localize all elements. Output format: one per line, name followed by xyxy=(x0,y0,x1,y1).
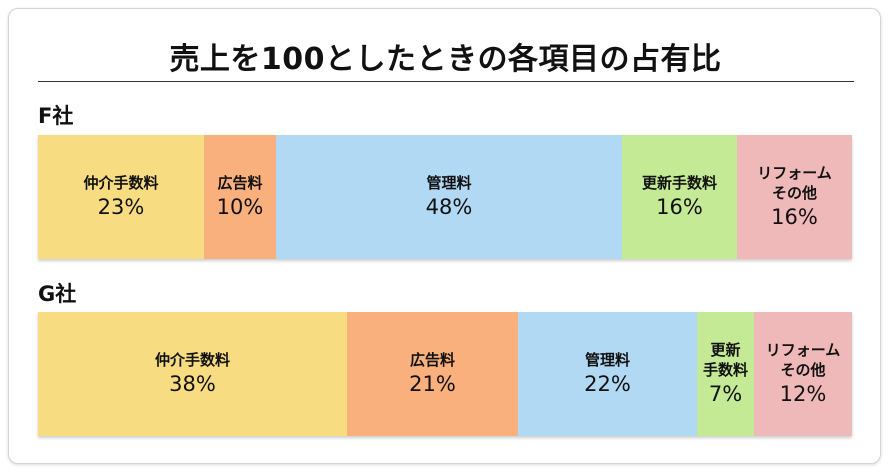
segment-label: 広告料 xyxy=(217,174,263,192)
segment-value: 38% xyxy=(169,372,216,396)
bar-segment: 更新 手数料 7% xyxy=(697,312,754,436)
bar-segment: 仲介手数料 23% xyxy=(38,135,204,259)
bar-segment: 管理料 48% xyxy=(276,135,622,259)
company-f-bar: 仲介手数料 23% 広告料 10% 管理料 48% 更新手数料 16% リフォーム その他 16% xyxy=(38,135,852,259)
segment-value: 23% xyxy=(97,195,145,219)
company-f-label: F社 xyxy=(38,104,74,128)
title-divider xyxy=(38,81,854,82)
segment-label: 広告料 xyxy=(409,351,455,369)
segment-value: 7% xyxy=(708,382,743,406)
bar-segment: 広告料 21% xyxy=(347,312,518,436)
bar-segment: 管理料 22% xyxy=(518,312,697,436)
segment-value: 22% xyxy=(584,372,631,396)
bar-segment: リフォーム その他 16% xyxy=(737,135,852,259)
bar-segment: リフォーム その他 12% xyxy=(754,312,852,436)
segment-value: 16% xyxy=(771,205,818,229)
segment-label: リフォーム その他 xyxy=(757,164,832,202)
company-g-label: G社 xyxy=(38,282,77,306)
segment-value: 16% xyxy=(656,195,703,219)
segment-value: 21% xyxy=(409,372,456,396)
segment-label: 更新手数料 xyxy=(641,174,717,192)
segment-label: 管理料 xyxy=(584,351,630,369)
bar-segment: 仲介手数料 38% xyxy=(38,312,347,436)
company-g-bar: 仲介手数料 38% 広告料 21% 管理料 22% 更新 手数料 7% リフォーム その他 12% xyxy=(38,312,852,436)
segment-label: リフォーム その他 xyxy=(765,341,841,379)
segment-label: 更新 手数料 xyxy=(702,341,748,379)
segment-value: 12% xyxy=(779,382,827,406)
chart-title: 売上を100としたときの各項目の占有比 xyxy=(169,42,722,77)
segment-label: 仲介手数料 xyxy=(154,351,230,369)
bar-segment: 広告料 10% xyxy=(204,135,276,259)
bar-segment: 更新手数料 16% xyxy=(622,135,737,259)
segment-value: 48% xyxy=(425,195,473,219)
segment-label: 仲介手数料 xyxy=(83,174,159,192)
segment-value: 10% xyxy=(216,195,264,219)
segment-label: 管理料 xyxy=(426,174,472,192)
